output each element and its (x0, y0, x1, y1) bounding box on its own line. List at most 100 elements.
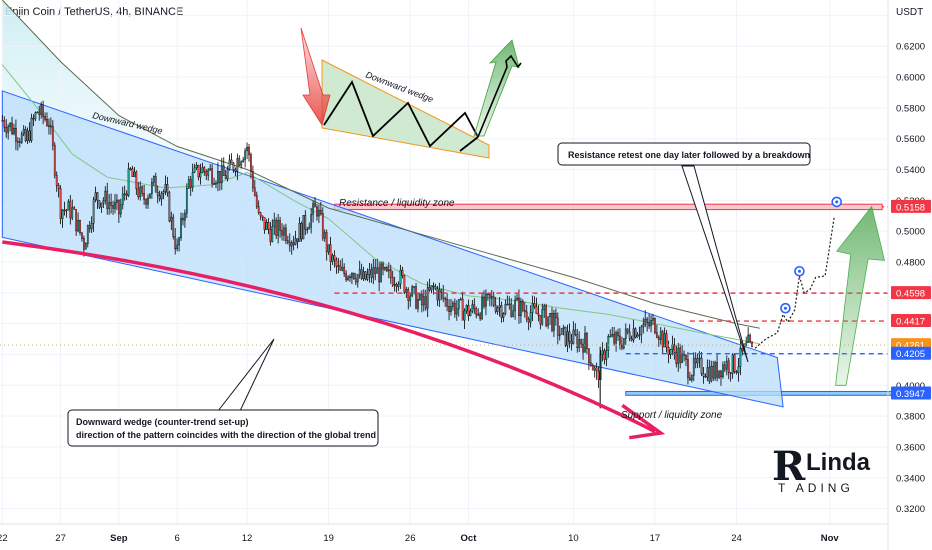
candle-body-65 (127, 168, 130, 196)
candle-body-48 (94, 192, 97, 201)
candle-body-17 (34, 112, 37, 120)
candle-body-326 (634, 328, 637, 338)
price-axis-unit: USDT (896, 7, 923, 18)
candle-body-37 (73, 207, 76, 210)
candle-body-150 (292, 242, 295, 245)
candle-body-77 (151, 182, 153, 194)
candle-body-305 (593, 367, 596, 371)
target-dot-0 (783, 306, 787, 310)
candle-body-271 (527, 318, 530, 323)
candle-body-40 (79, 219, 81, 234)
candle-body-39 (77, 219, 79, 232)
candle-body-91 (178, 237, 180, 246)
candle-body-187 (364, 271, 367, 280)
candle-body-134 (261, 215, 264, 218)
candle-body-190 (370, 269, 373, 278)
candle-body-354 (689, 377, 691, 381)
candle-body-29 (57, 185, 60, 189)
candle-body-59 (116, 199, 118, 203)
candle-body-45 (88, 225, 91, 230)
candle-body-358 (696, 358, 699, 364)
price-tick-label-4: 0.4000 (896, 381, 925, 392)
candle-body-315 (613, 333, 616, 344)
price-badge-label-1: 0.4598 (896, 289, 925, 300)
candle-body-256 (498, 305, 501, 308)
candle-body-341 (663, 333, 666, 348)
price-badge-2 (891, 314, 931, 328)
wedge-channel (1, 90, 784, 408)
candle-body-384 (747, 334, 750, 343)
candle-body-275 (535, 306, 538, 314)
candle-body-253 (492, 296, 495, 306)
candle-body-108 (211, 168, 213, 184)
candle-body-325 (632, 328, 635, 341)
candle-body-335 (652, 318, 654, 321)
candle-body-194 (378, 267, 381, 283)
candle-body-198 (386, 267, 388, 272)
candle-body-15 (30, 117, 33, 141)
candle-body-95 (185, 187, 188, 214)
candle-body-56 (110, 202, 112, 206)
candle-body-101 (197, 165, 200, 178)
time-tick-label-7: Oct (461, 533, 478, 544)
resistance-zone-label: Resistance / liquidity zone (339, 198, 455, 209)
candle-body-126 (246, 147, 248, 152)
candle-body-295 (574, 329, 577, 335)
candle-body-153 (298, 223, 301, 242)
candle-body-100 (195, 165, 198, 169)
candle-body-280 (545, 305, 548, 326)
candle-body-55 (108, 202, 111, 209)
candle-body-216 (420, 293, 423, 306)
wedge-callout-box (67, 409, 379, 447)
candle-body-79 (154, 176, 157, 193)
candle-body-152 (296, 238, 299, 242)
candle-body-336 (654, 318, 656, 333)
candle-body-80 (156, 191, 159, 196)
candle-body-201 (391, 277, 394, 286)
time-tick-label-8: 10 (568, 533, 579, 544)
price-tick-label-13: 0.5800 (896, 103, 925, 114)
candle-body-340 (661, 331, 664, 348)
candle-body-235 (457, 299, 460, 310)
candle-body-215 (419, 293, 421, 300)
candle-body-221 (430, 285, 433, 291)
candle-body-259 (504, 304, 507, 314)
candle-body-293 (570, 341, 573, 344)
candle-body-213 (415, 286, 417, 309)
price-tick-label-9: 0.5000 (896, 227, 925, 238)
price-badge-label-5: 0.3947 (896, 389, 925, 400)
candle-body-164 (319, 209, 322, 214)
candle-body-63 (123, 193, 126, 196)
price-tick-label-14: 0.6000 (896, 73, 925, 84)
candle-body-115 (224, 175, 227, 179)
candle-body-13 (26, 130, 29, 141)
candle-body-99 (193, 167, 196, 173)
candle-body-137 (267, 222, 270, 230)
candle-body-359 (698, 357, 701, 360)
candle-body-23 (46, 119, 48, 126)
candle-body-161 (314, 203, 316, 208)
candle-body-292 (568, 331, 571, 342)
candle-body-296 (576, 334, 579, 348)
candle-body-270 (525, 311, 528, 320)
candle-body-364 (708, 367, 711, 382)
price-tick-label-15: 0.6200 (896, 42, 925, 53)
candle-body-217 (422, 296, 425, 306)
candle-body-60 (117, 199, 120, 215)
candle-body-291 (566, 331, 569, 346)
candle-body-81 (158, 195, 161, 200)
candle-body-64 (125, 193, 128, 196)
candle-body-52 (102, 200, 105, 204)
candle-body-191 (372, 267, 375, 278)
candle-body-34 (67, 201, 70, 211)
candle-body-111 (217, 171, 219, 184)
candle-body-174 (339, 265, 342, 271)
candle-body-346 (673, 344, 676, 353)
candle-body-348 (677, 347, 680, 364)
candle-body-226 (440, 289, 443, 293)
candle-body-261 (508, 303, 511, 306)
candle-body-372 (723, 364, 726, 370)
candle-body-9 (18, 141, 21, 143)
